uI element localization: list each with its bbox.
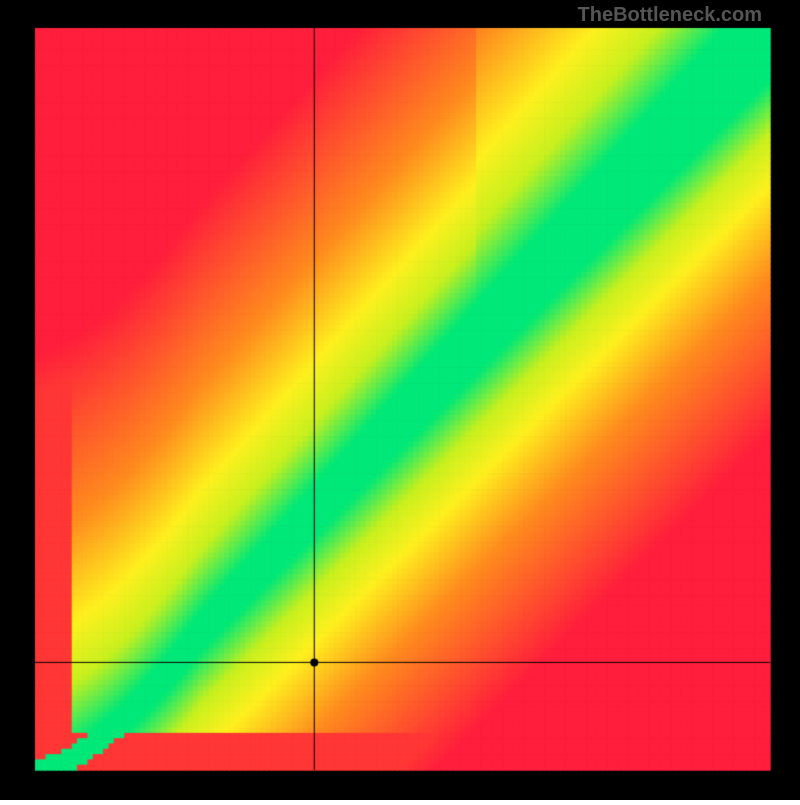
chart-container: TheBottleneck.com: [0, 0, 800, 800]
watermark-text: TheBottleneck.com: [578, 4, 762, 27]
heatmap-canvas: [0, 0, 800, 800]
